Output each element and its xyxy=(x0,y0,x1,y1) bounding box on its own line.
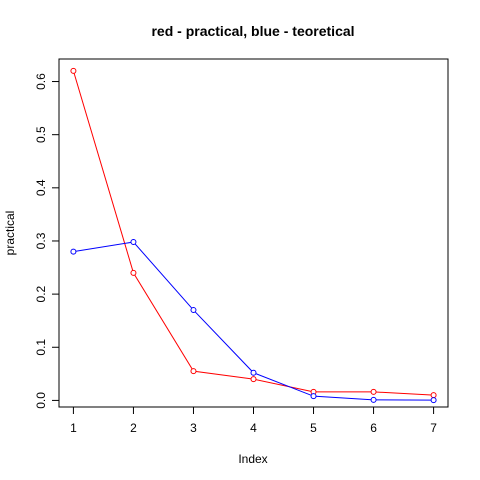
x-tick-label: 5 xyxy=(310,421,317,435)
x-tick-label: 2 xyxy=(130,421,137,435)
chart-title: red - practical, blue - teoretical xyxy=(151,23,354,39)
x-tick-label: 3 xyxy=(190,421,197,435)
series-point xyxy=(310,393,317,400)
y-tick-label: 0.1 xyxy=(34,339,48,356)
series-line xyxy=(72,70,434,396)
series-point xyxy=(130,239,137,246)
series-point xyxy=(430,392,437,399)
series-point xyxy=(370,388,377,395)
series-point xyxy=(190,307,197,314)
series-point xyxy=(250,369,257,376)
series-point xyxy=(430,397,437,404)
x-tick-label: 4 xyxy=(250,421,257,435)
series-layer xyxy=(70,67,437,404)
y-axis-label: practical xyxy=(3,211,17,256)
y-axis: 0.0 0.1 0.2 0.3 0.4 0.5 0.6 xyxy=(34,73,60,409)
x-axis: 1 2 3 4 5 6 7 xyxy=(70,406,437,435)
y-tick-label: 0.4 xyxy=(34,179,48,196)
series-point xyxy=(190,368,197,375)
series-point xyxy=(130,269,137,276)
x-tick-label: 7 xyxy=(430,421,437,435)
series-point xyxy=(70,67,77,74)
x-tick-label: 6 xyxy=(370,421,377,435)
x-tick-label: 1 xyxy=(70,421,77,435)
y-tick-label: 0.0 xyxy=(34,392,48,409)
y-tick-label: 0.5 xyxy=(34,126,48,143)
y-tick-label: 0.6 xyxy=(34,73,48,90)
x-axis-label: Index xyxy=(238,452,267,466)
series-point xyxy=(70,248,77,255)
y-tick-label: 0.3 xyxy=(34,232,48,249)
series-point xyxy=(250,376,257,383)
plot-area-frame xyxy=(58,58,449,408)
series-point xyxy=(370,396,377,403)
y-tick-label: 0.2 xyxy=(34,285,48,302)
